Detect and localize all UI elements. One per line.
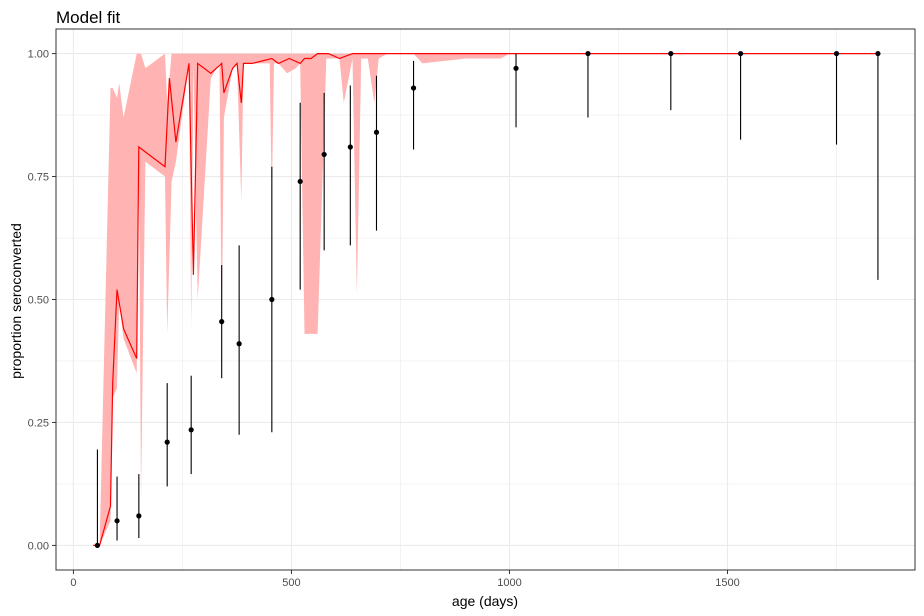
data-point-15 xyxy=(668,50,674,57)
y-tick-label-1: 0.25 xyxy=(28,417,49,429)
x-tick-label-3: 1500 xyxy=(715,577,739,589)
data-point-0 xyxy=(94,542,101,549)
chart-title: Model fit xyxy=(56,8,121,27)
point-layer xyxy=(94,50,881,549)
y-axis: 0.00 0.25 0.50 0.75 1.00 xyxy=(28,49,56,552)
plot-panel xyxy=(55,28,916,571)
x-tick-label-2: 1000 xyxy=(497,577,521,589)
data-point-9 xyxy=(321,151,327,158)
data-point-4 xyxy=(188,427,194,433)
y-tick-label-2: 0.50 xyxy=(28,295,49,307)
data-point-6 xyxy=(236,341,242,347)
data-point-5 xyxy=(219,319,225,325)
y-tick-label-0: 0.00 xyxy=(28,540,49,552)
x-tick-label-0: 0 xyxy=(70,577,76,589)
data-point-17 xyxy=(833,50,840,57)
data-point-13 xyxy=(513,65,519,71)
x-tick-label-1: 500 xyxy=(282,577,300,589)
y-tick-label-4: 1.00 xyxy=(28,49,49,61)
data-point-1 xyxy=(114,518,120,524)
data-point-2 xyxy=(136,513,142,519)
data-point-18 xyxy=(875,50,881,57)
y-tick-label-3: 0.75 xyxy=(28,172,49,184)
data-point-11 xyxy=(373,129,380,135)
grid-layer xyxy=(56,29,915,570)
fit-line-layer xyxy=(93,52,878,547)
fit-line xyxy=(93,52,878,547)
data-point-16 xyxy=(737,50,744,57)
y-axis-label: proportion seroconverted xyxy=(8,223,24,379)
data-point-10 xyxy=(347,144,353,150)
data-point-14 xyxy=(585,50,591,57)
x-axis-label: age (days) xyxy=(452,593,518,609)
data-point-3 xyxy=(164,439,170,445)
data-point-12 xyxy=(410,85,417,91)
data-point-8 xyxy=(297,178,303,185)
x-axis: 0 500 1000 1500 xyxy=(70,570,740,589)
errorbar-layer xyxy=(96,53,879,546)
data-point-7 xyxy=(269,296,275,303)
